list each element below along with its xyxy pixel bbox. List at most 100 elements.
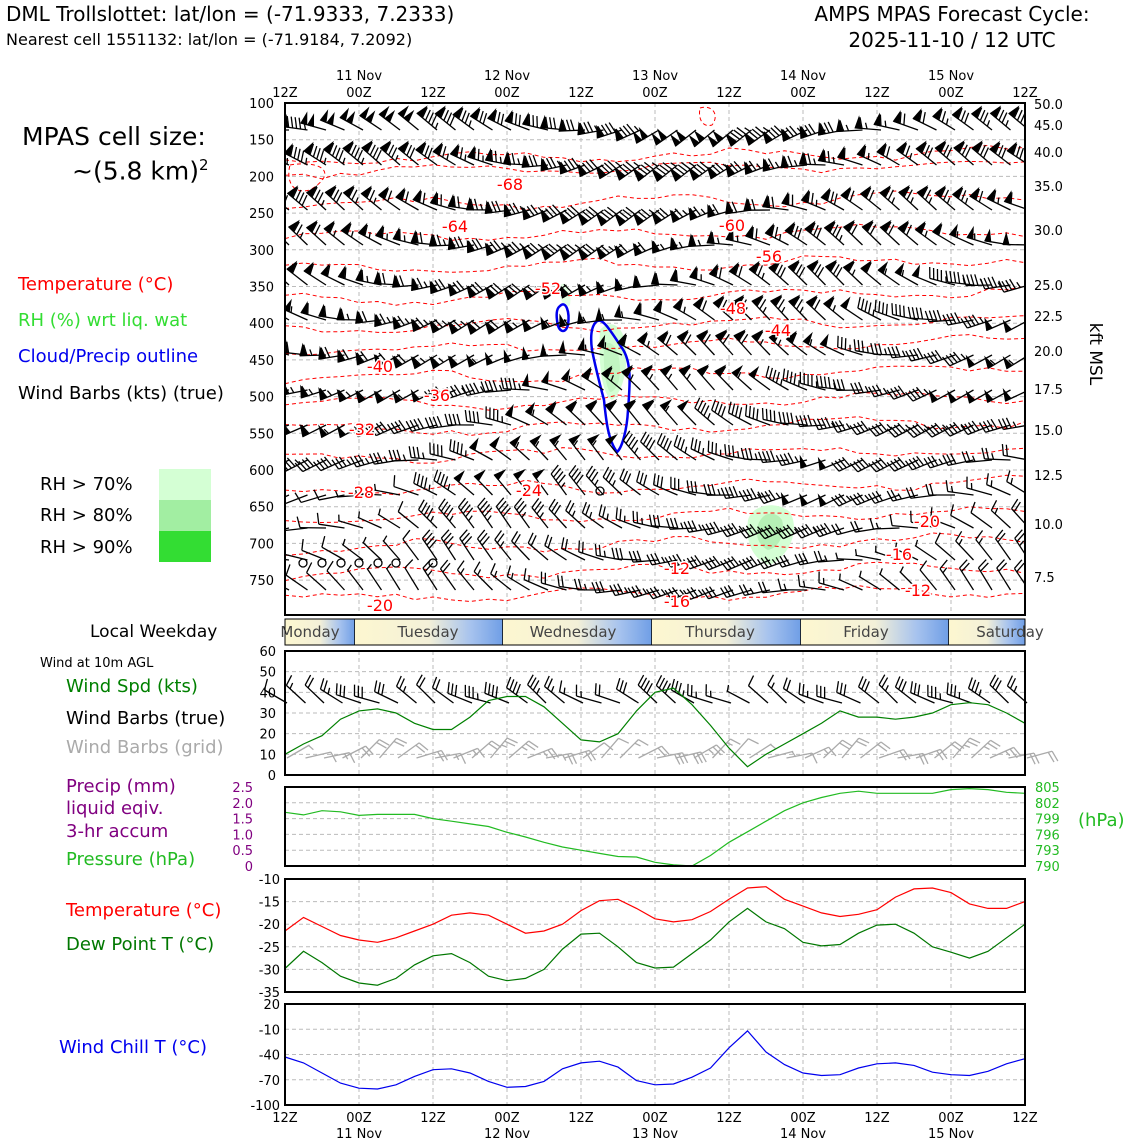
barb-pennant: [785, 330, 797, 344]
barb-flag: [869, 517, 875, 530]
surface-wind-barb: [431, 676, 454, 704]
barb-flag: [857, 676, 864, 688]
wind-barb: [868, 384, 900, 398]
grid-wind-barb: [1008, 752, 1040, 765]
barb-flag: [585, 465, 594, 476]
barb-flag: [335, 147, 341, 159]
barb-flag: [649, 587, 658, 598]
barb-flag: [742, 584, 750, 595]
wind-barb: [966, 476, 993, 496]
barb-staff: [895, 686, 917, 704]
barb-pennant: [689, 265, 697, 280]
barb-flag: [280, 193, 284, 204]
barb-half-flag: [539, 512, 544, 519]
barb-flag: [296, 516, 301, 528]
barb-pennant: [469, 106, 480, 121]
barb-flag: [599, 581, 605, 593]
precip-tick-label: 1.0: [232, 828, 253, 843]
barb-flag: [775, 371, 780, 384]
barb-pennant: [984, 228, 992, 243]
barb-pennant: [318, 386, 327, 401]
barb-flag: [619, 165, 629, 175]
barb-half-flag: [884, 348, 888, 355]
barb-pennant: [731, 365, 744, 378]
wind-barb: [331, 456, 364, 470]
barb-pennant: [614, 167, 625, 181]
barb-staff: [894, 547, 919, 561]
barb-flag: [934, 422, 944, 432]
barb-flag: [396, 737, 408, 744]
barb-half-flag: [447, 543, 453, 550]
wind-barb: [623, 398, 642, 426]
barb-flag: [468, 410, 472, 422]
barb-flag: [397, 315, 405, 326]
barb-flag: [474, 281, 484, 291]
barb-flag: [744, 447, 749, 460]
barb-flag: [949, 353, 958, 363]
wind-barb: [995, 529, 1012, 561]
barb-flag: [339, 684, 342, 697]
barb-staff: [819, 527, 845, 538]
barb-flag: [899, 304, 902, 317]
barb-pennant: [620, 364, 633, 377]
wind-barb: [614, 161, 641, 181]
barb-half-flag: [872, 309, 875, 316]
barb-pennant: [965, 390, 976, 404]
barb-staff: [459, 537, 475, 561]
barb-flag: [338, 350, 346, 361]
barb-flag: [708, 166, 718, 176]
barb-flag: [456, 442, 460, 454]
wind-barb: [337, 265, 364, 286]
barb-flag: [898, 678, 904, 690]
barb-flag: [982, 112, 989, 124]
barb-staff: [447, 692, 473, 704]
legend-temperature: Temperature (°C): [18, 274, 174, 295]
legend-precip-liquid: liquid eqiv.: [66, 798, 164, 819]
barb-flag: [296, 224, 303, 235]
barb-flag: [782, 526, 792, 536]
barb-flag: [656, 474, 660, 487]
wind-barb: [886, 385, 919, 400]
barb-flag: [703, 484, 708, 496]
barb-half-flag: [698, 524, 703, 531]
barb-flag: [513, 533, 521, 545]
barb-pennant: [953, 140, 965, 153]
wind-barb: [416, 105, 439, 131]
barb-flag: [928, 310, 934, 322]
barb-flag: [428, 539, 438, 549]
wind-barb: [299, 423, 327, 438]
barb-pennant: [744, 224, 753, 239]
barb-flag: [420, 502, 428, 513]
surface-wind-barb: [989, 674, 1009, 704]
wind-barb: [966, 225, 993, 246]
wind-barb: [799, 454, 826, 469]
barb-flag: [635, 585, 643, 596]
wind-barb: [891, 303, 919, 321]
barb-staff: [541, 582, 567, 591]
wind-barb: [633, 301, 660, 321]
barb-flag: [550, 402, 557, 414]
wind-barb: [947, 389, 974, 404]
barb-flag: [525, 743, 536, 751]
barb-flag: [731, 522, 739, 534]
barb-half-flag: [562, 754, 567, 761]
wind-barb: [361, 140, 382, 166]
wind-barb: [601, 365, 623, 391]
wind-barb: [335, 490, 364, 498]
barb-flag: [727, 557, 736, 568]
wind-barb: [850, 520, 882, 533]
barb-flag: [615, 678, 621, 690]
wind-barb: [798, 151, 826, 166]
barb-staff: [457, 506, 475, 529]
grid-wind-barb: [490, 737, 518, 759]
barb-flag: [828, 297, 835, 309]
barb-flag: [742, 527, 751, 537]
barb-flag: [404, 559, 414, 569]
barb-flag: [871, 461, 881, 471]
barb-flag: [670, 210, 680, 220]
barb-staff: [911, 354, 937, 362]
barb-flag: [415, 674, 423, 685]
barb-flag: [376, 452, 383, 464]
barb-flag: [487, 201, 493, 213]
barb-flag: [439, 473, 445, 486]
